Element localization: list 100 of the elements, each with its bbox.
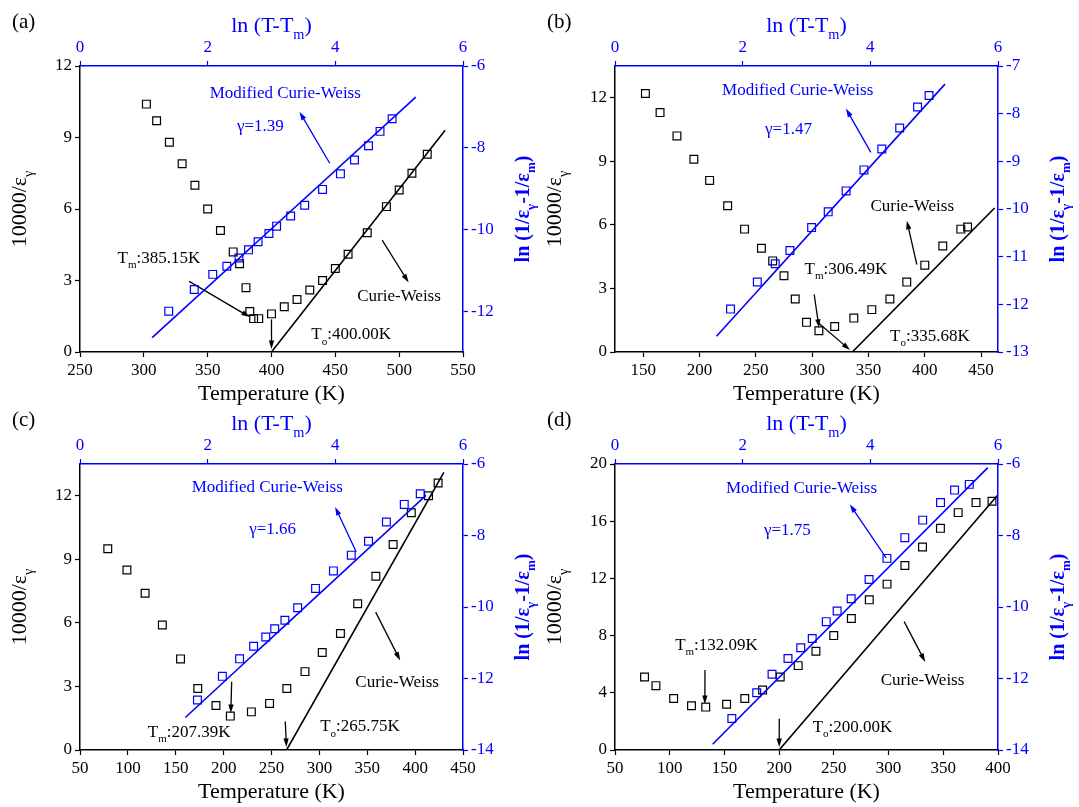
- x-tick-label: 300: [799, 359, 825, 379]
- point: [406, 508, 416, 518]
- point: [882, 553, 892, 563]
- y-axis-title: ln (1/εγ-1/εm): [1046, 553, 1073, 661]
- point: [938, 241, 948, 251]
- point: [245, 306, 255, 316]
- point: [811, 646, 821, 656]
- point: [920, 260, 930, 270]
- point: [190, 180, 200, 190]
- x-tick-label: 450: [322, 359, 349, 379]
- x-tick-label: 550: [450, 359, 476, 379]
- point: [956, 224, 966, 234]
- point: [723, 201, 733, 211]
- point: [282, 684, 292, 694]
- x-tick-label: 250: [821, 757, 847, 777]
- point: [895, 123, 905, 133]
- x-tick-label: 6: [458, 435, 468, 455]
- y-tick-label: 0: [598, 739, 607, 759]
- point: [152, 116, 162, 126]
- y-tick-label: 20: [590, 453, 607, 473]
- point: [318, 184, 328, 194]
- x-tick-label: 150: [711, 757, 738, 777]
- point: [902, 277, 912, 287]
- point: [687, 701, 696, 711]
- point: [424, 491, 434, 501]
- point: [796, 643, 806, 653]
- annotation: γ=1.75: [762, 519, 811, 539]
- x-tick-label: 200: [686, 359, 713, 379]
- point: [249, 641, 259, 651]
- y-tick-label: 0: [63, 739, 72, 759]
- point: [270, 624, 280, 634]
- y-tick-label: 3: [63, 675, 72, 695]
- point: [267, 309, 276, 319]
- x-tick-label: 2: [203, 37, 212, 57]
- point: [640, 672, 650, 682]
- y-axis-title: 10000/εγ: [6, 170, 36, 248]
- point: [228, 247, 238, 257]
- annotation: Curie-Weiss: [880, 670, 965, 690]
- point: [422, 149, 432, 159]
- x-tick-label: 50: [606, 757, 624, 777]
- point: [246, 707, 256, 717]
- point: [253, 237, 263, 247]
- y-tick-label: -9: [1006, 150, 1021, 170]
- y-tick-label: -10: [1006, 596, 1029, 616]
- point: [807, 633, 817, 643]
- x-tick-label: 250: [67, 359, 93, 379]
- point: [305, 285, 315, 295]
- point: [286, 211, 296, 221]
- point: [335, 169, 345, 179]
- x-tick-label: 350: [855, 359, 882, 379]
- point: [814, 326, 824, 336]
- point: [381, 517, 391, 527]
- x-tick-label: 500: [386, 359, 412, 379]
- point: [265, 698, 275, 708]
- point: [261, 632, 271, 642]
- y-tick-label: 12: [55, 485, 72, 505]
- x-axis-title: Temperature (K): [733, 778, 880, 803]
- point: [900, 561, 910, 571]
- point: [235, 259, 245, 269]
- point: [328, 566, 338, 576]
- y-axis-title: 10000/εγ: [541, 170, 571, 248]
- y-tick-label: -8: [1006, 524, 1021, 544]
- x-tick-label: 4: [866, 435, 876, 455]
- y-tick-label: -10: [471, 218, 494, 238]
- point: [264, 229, 274, 238]
- annotation: γ=1.47: [764, 119, 813, 139]
- point: [415, 489, 425, 499]
- x-tick-label: 50: [71, 757, 89, 777]
- point: [280, 615, 290, 625]
- point: [157, 620, 167, 630]
- point: [900, 533, 910, 543]
- x-tick-label: 2: [738, 435, 747, 455]
- x-tick-label: 2: [203, 435, 212, 455]
- x-tick-label: 4: [331, 435, 341, 455]
- x-tick-label: 200: [766, 757, 792, 777]
- point: [971, 498, 981, 508]
- point: [918, 542, 927, 552]
- x-axis-title: Temperature (K): [198, 778, 345, 803]
- y-tick-label: -14: [1006, 739, 1030, 759]
- point: [192, 695, 202, 705]
- point: [235, 654, 245, 664]
- y-tick-label: 0: [598, 341, 607, 361]
- point: [740, 224, 750, 234]
- point: [234, 253, 244, 263]
- x-tick-label: 200: [210, 757, 237, 777]
- x-axis-title: Temperature (K): [733, 380, 880, 405]
- point: [964, 479, 974, 489]
- point: [807, 223, 817, 233]
- point: [936, 498, 946, 508]
- point: [864, 574, 874, 584]
- point: [279, 302, 289, 312]
- y-tick-label: -11: [1006, 246, 1029, 266]
- point: [343, 249, 353, 259]
- point: [935, 523, 945, 533]
- point: [953, 508, 963, 518]
- point: [103, 544, 113, 554]
- x-tick-label: 2: [738, 37, 747, 57]
- point: [388, 540, 398, 549]
- point: [222, 261, 232, 271]
- y-tick-label: -6: [471, 453, 486, 473]
